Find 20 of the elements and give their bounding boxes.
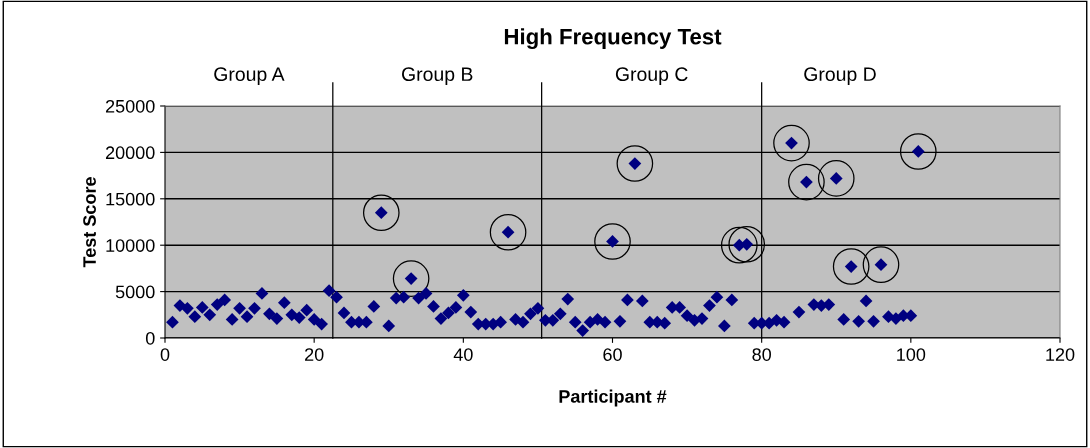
x-axis-title: Participant # (559, 389, 667, 407)
y-tick-label: 20000 (105, 146, 155, 160)
y-tick-label: 15000 (106, 192, 155, 206)
x-tick-label: 80 (752, 348, 771, 361)
text: Group C (615, 67, 688, 85)
y-tick-label: 10000 (106, 239, 155, 252)
y-tick-label: 25000 (105, 99, 155, 113)
x-tick-label: 100 (897, 348, 926, 361)
x-tick-label: 0 (160, 348, 170, 361)
y-tick-label: 0 (145, 331, 155, 345)
x-tick-label: 60 (603, 348, 622, 361)
y-tick-label: 5000 (115, 285, 155, 299)
x-tick-label: 120 (1046, 348, 1075, 361)
x-tick-label: 40 (453, 348, 473, 361)
x-tick-label: 20 (305, 348, 324, 361)
y-axis-title: Test Score (83, 177, 96, 268)
text: Group D (804, 67, 876, 85)
chart-title: High Frequency Test (504, 28, 722, 50)
text: Group A (214, 67, 285, 85)
text: Group B (402, 67, 473, 85)
